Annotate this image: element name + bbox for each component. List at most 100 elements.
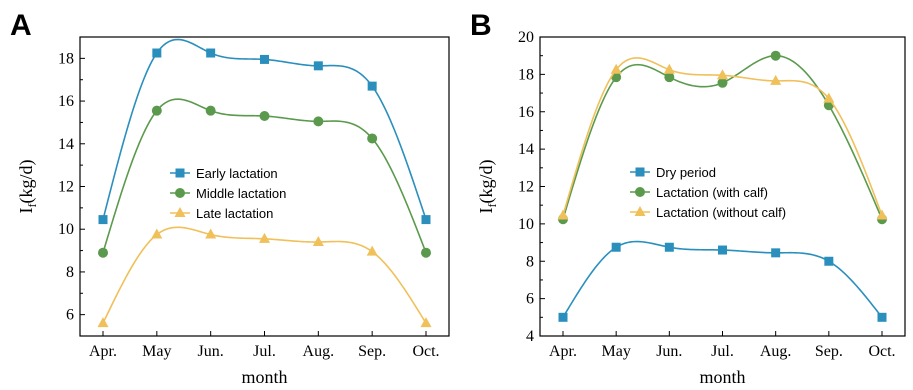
y-tick-label: 16	[58, 93, 74, 110]
data-point	[98, 247, 108, 258]
legend: Dry period Lactation (with calf) Lactation…	[630, 165, 786, 220]
x-axis-label: month	[699, 367, 745, 387]
legend: Early lactation Middle lactation Late lact…	[170, 166, 286, 221]
panel-label-a: A	[10, 9, 32, 42]
data-point	[366, 245, 378, 256]
data-point	[823, 92, 835, 103]
y-tick-label: 4	[526, 328, 534, 345]
data-point	[367, 133, 378, 144]
series-square	[558, 240, 887, 322]
data-point	[98, 215, 108, 225]
data-point	[824, 256, 834, 266]
y-tick-label: 18	[58, 50, 74, 67]
x-tick-label: Sep.	[815, 343, 843, 360]
y-tick-label: 14	[518, 141, 534, 158]
data-point	[770, 50, 781, 61]
data-point	[877, 312, 887, 322]
data-point	[313, 116, 324, 127]
legend-label: Late lactation	[196, 206, 273, 221]
legend-label: Middle lactation	[196, 186, 286, 201]
x-tick-label: Aug.	[303, 343, 335, 360]
data-point	[611, 242, 621, 252]
data-point	[259, 232, 270, 243]
x-tick-label: May	[602, 343, 631, 360]
y-axis-label-subscript: f	[25, 204, 39, 208]
y-tick-label: 10	[518, 216, 534, 233]
data-point	[718, 245, 727, 255]
y-axis-label-subscript: f	[485, 204, 499, 208]
x-tick-label: Oct.	[868, 343, 895, 360]
data-point	[717, 77, 728, 88]
data-point	[876, 209, 888, 220]
data-point	[421, 247, 431, 258]
legend-marker	[175, 168, 185, 178]
data-point	[152, 48, 162, 58]
data-point	[663, 63, 675, 74]
data-point	[260, 54, 269, 64]
data-point	[558, 312, 568, 322]
x-axis-label: month	[241, 367, 287, 387]
x-tick-label: Apr.	[549, 343, 577, 360]
y-axis-label: If(kg/d)	[476, 160, 499, 214]
data-point	[611, 72, 622, 83]
data-point	[717, 69, 728, 80]
x-tick-label: Jun.	[656, 343, 682, 360]
legend-marker	[635, 187, 645, 197]
y-axis-label: If(kg/d)	[16, 160, 39, 214]
data-point	[312, 236, 324, 247]
data-point	[206, 48, 216, 58]
legend-label: Lactation (without calf)	[656, 205, 786, 220]
data-point	[313, 61, 323, 71]
data-point	[259, 111, 270, 122]
y-tick-label: 8	[526, 253, 534, 270]
x-tick-label: Oct.	[412, 343, 439, 360]
x-tick-label: May	[142, 343, 171, 360]
data-point	[770, 74, 782, 85]
y-tick-label: 18	[518, 66, 534, 83]
data-point	[205, 105, 216, 116]
y-tick-label: 12	[58, 179, 74, 196]
y-tick-label: 14	[58, 136, 74, 153]
y-tick-label: 16	[518, 104, 534, 121]
x-tick-label: Apr.	[89, 343, 117, 360]
legend-label: Lactation (with calf)	[656, 185, 768, 200]
data-point	[771, 248, 781, 258]
series-triangle	[97, 226, 432, 328]
data-point	[151, 105, 162, 116]
x-tick-label: Sep.	[358, 343, 386, 360]
y-tick-label: 6	[66, 307, 74, 324]
data-point	[610, 63, 622, 74]
series-circle	[98, 98, 431, 258]
y-tick-label: 10	[58, 221, 74, 238]
y-tick-label: 6	[526, 291, 534, 308]
data-point	[664, 72, 675, 83]
y-axis-label-main: I	[476, 208, 496, 214]
x-tick-label: Jun.	[198, 343, 224, 360]
data-point	[367, 81, 377, 91]
series-square	[98, 38, 431, 225]
chart-panel-b: 4 6 8 10 12 14 16 18 20 Apr. May Jun. Jul. Aug. Sep. Oc…	[476, 29, 906, 387]
legend-marker	[174, 207, 186, 217]
legend-label: Early lactation	[196, 166, 278, 181]
y-axis-label-unit: (kg/d)	[476, 160, 497, 204]
panel-label-b: B	[470, 9, 492, 42]
data-point	[205, 228, 217, 239]
data-point	[557, 209, 569, 220]
y-axis-label-main: I	[16, 208, 36, 214]
y-tick-label: 20	[518, 29, 534, 46]
legend-marker	[635, 167, 645, 177]
x-tick-label: Jul.	[253, 343, 276, 360]
legend-marker	[175, 188, 185, 198]
y-axis-label-unit: (kg/d)	[16, 160, 37, 204]
data-point	[420, 317, 432, 328]
y-tick-label: 8	[66, 264, 74, 281]
x-tick-label: Jul.	[711, 343, 734, 360]
legend-label: Dry period	[656, 165, 716, 180]
series-triangle	[557, 57, 888, 220]
data-point	[151, 228, 163, 239]
chart-panel-a: 6 8 10 12 14 16 18 Apr. May Jun. Jul. Aug. Sep. Oct. m…	[16, 36, 450, 387]
data-point	[97, 317, 109, 328]
legend-marker	[634, 206, 646, 216]
data-point	[664, 242, 674, 252]
